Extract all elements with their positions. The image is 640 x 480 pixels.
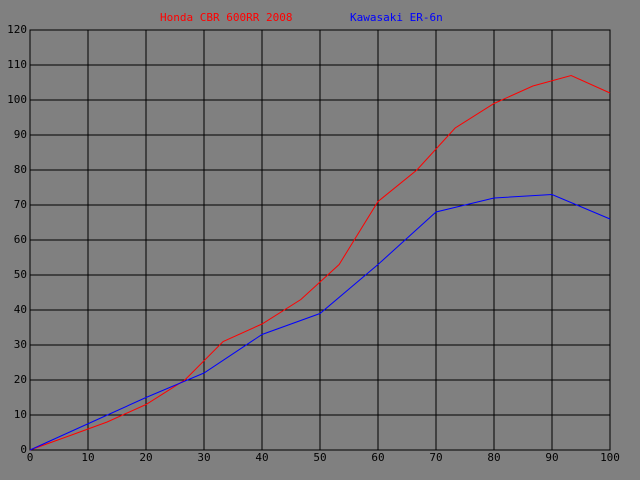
y-tick-label: 80 xyxy=(14,163,27,176)
series-line xyxy=(29,193,611,451)
y-tick-label: 40 xyxy=(14,303,27,316)
x-tick-label: 40 xyxy=(255,451,268,464)
y-tick-label: 50 xyxy=(14,268,27,281)
legend-entry: Kawasaki ER-6n xyxy=(350,11,443,24)
x-tick-label: 30 xyxy=(197,451,210,464)
y-tick-label: 90 xyxy=(14,128,27,141)
x-tick-label: 80 xyxy=(487,451,500,464)
y-tick-label: 60 xyxy=(14,233,27,246)
y-tick-label: 20 xyxy=(14,373,27,386)
x-tick-label: 50 xyxy=(313,451,326,464)
x-tick-label: 90 xyxy=(545,451,558,464)
x-tick-label: 60 xyxy=(371,451,384,464)
y-tick-label: 120 xyxy=(7,23,27,36)
x-tick-label: 20 xyxy=(139,451,152,464)
x-tick-label: 10 xyxy=(81,451,94,464)
x-tick-label: 70 xyxy=(429,451,442,464)
y-tick-label: 110 xyxy=(7,58,27,71)
series-line xyxy=(29,74,611,451)
y-tick-label: 100 xyxy=(7,93,27,106)
x-tick-label: 100 xyxy=(600,451,620,464)
y-tick-label: 70 xyxy=(14,198,27,211)
y-tick-label: 30 xyxy=(14,338,27,351)
legend-entry: Honda CBR 600RR 2008 xyxy=(160,11,292,24)
x-tick-label: 0 xyxy=(27,451,34,464)
y-tick-label: 0 xyxy=(20,443,27,456)
y-tick-label: 10 xyxy=(14,408,27,421)
